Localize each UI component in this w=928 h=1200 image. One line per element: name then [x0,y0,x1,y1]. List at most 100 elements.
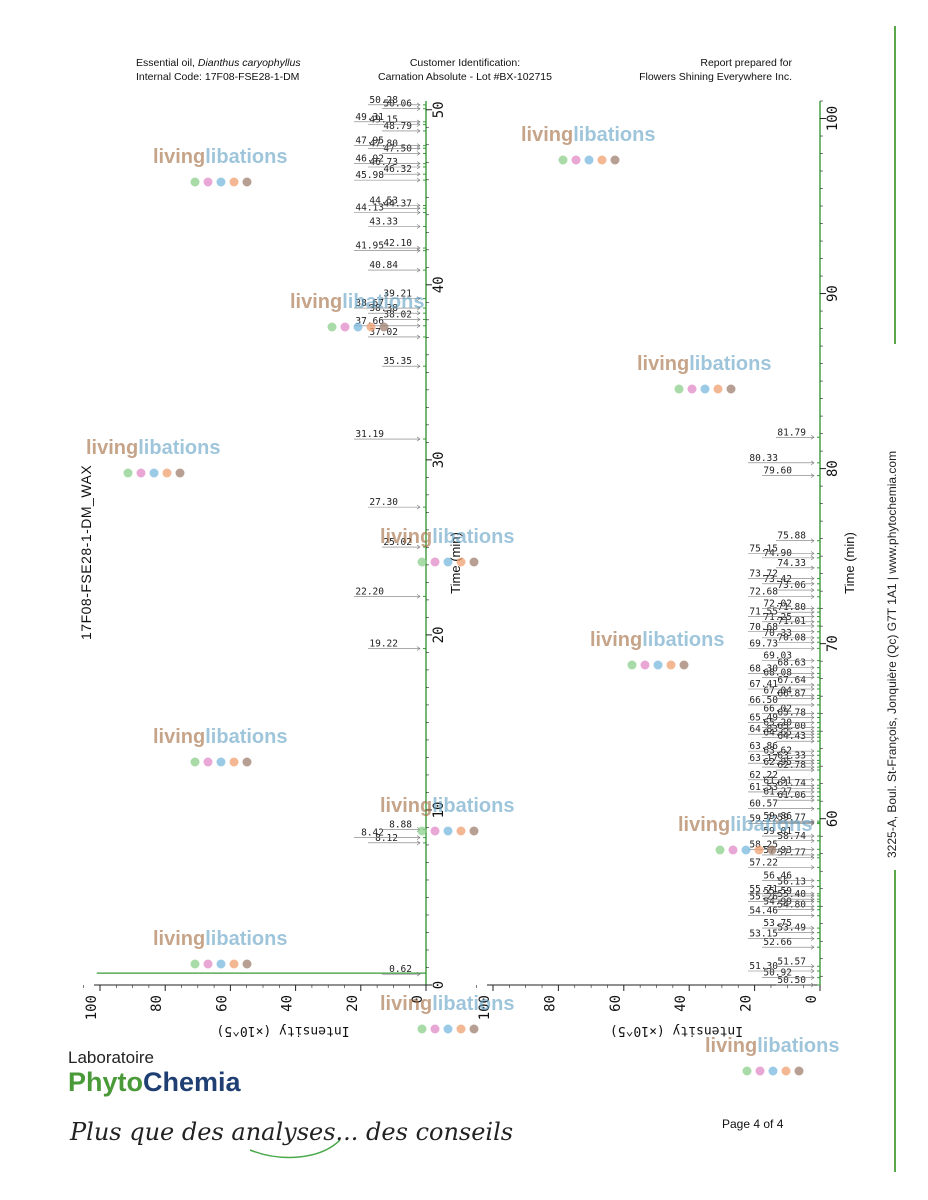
peak-label: 46.73 [369,157,398,168]
watermark-dot-icon [162,468,172,478]
peak-label: 75.15 [749,544,778,555]
time-tick-label: 0 [431,981,447,989]
watermark: livinglibations [290,291,424,332]
watermark-dot-icon [327,322,337,332]
peak-arrow [416,323,421,329]
peak-arrow [810,725,815,730]
peak-label: 51.57 [777,956,806,967]
peak-arrow [810,907,815,912]
watermark-dot-icon [597,155,607,165]
time-tick-label: 60 [825,810,841,827]
peak-label: 66.87 [777,688,806,699]
peak-arrow [810,576,815,581]
watermark-part-b: libations [138,437,220,459]
time-tick-label: 30 [431,451,447,468]
time-tick-label: 40 [431,276,447,293]
peak-label: 38.38 [369,303,398,314]
peak-arrow [416,106,421,111]
peak-arrow [810,686,815,692]
peak-label: 43.33 [369,217,398,228]
peak-label: 63.17 [749,753,778,764]
watermark-part-a: living [153,726,205,748]
peak-label: 67.64 [777,675,806,686]
time-tick-label: 10 [431,802,447,819]
peak-arrow [810,944,815,950]
watermark-dot-icon [136,468,146,478]
peak-arrow [416,310,421,316]
peak-arrow [810,930,815,935]
peak-arrow [810,646,815,651]
peak-arrow [810,555,815,561]
watermark-dot-icon [794,1066,804,1076]
peak-label: 68.63 [777,658,806,669]
watermark-dot-icon [726,384,736,394]
watermark-part-a: living [86,437,138,459]
peak-label: 50.50 [777,975,806,986]
intensity-tick-label: 60 [608,995,624,1012]
peak-label: 45.98 [355,170,384,181]
watermark-dot-icon [203,959,213,969]
watermark-dot-icon [443,557,453,567]
peak-arrow [416,646,421,651]
tagline-swirl-icon [249,1139,341,1159]
peak-label: 47.80 [369,138,398,149]
peak-arrow [810,635,815,641]
peak-label: 54.46 [749,906,778,917]
watermark-part-b: libations [432,993,514,1015]
watermark-text: livinglibations [590,629,724,651]
chart-panel-2: 0 20 40 60 80 100 Intensity (×10⌃5) 60 70 80 90 100… [476,100,857,1038]
peak-arrow [810,852,815,858]
peak-arrow [810,702,815,708]
peak-label: 72.68 [749,587,778,598]
peak-arrow [416,317,421,322]
watermark-text: livinglibations [153,726,287,748]
peak-label: 47.95 [355,136,384,147]
watermark-dot-icon [754,845,764,855]
peak-arrow [810,904,815,909]
watermark-dot-icon [229,959,239,969]
watermark-dot-icon [123,468,133,478]
watermark-part-b: libations [642,629,724,651]
watermark-dot-icon [443,1024,453,1034]
peak-label: 68.30 [749,663,778,674]
watermark-dot-icon [469,557,479,567]
watermark-text: livinglibations [705,1035,839,1057]
peak-label: 53.75 [763,918,792,929]
peak-label: 62.95 [763,757,792,768]
peak-arrow [416,296,421,301]
intensity-axis-label: Intensity (×10⌃5) [216,1023,349,1038]
time-tick-label: 20 [431,626,447,643]
peak-label: 50.28 [369,95,398,106]
peak-arrow [810,893,815,899]
watermark-dot-icon [216,757,226,767]
watermark-part-a: living [153,146,205,168]
peak-arrow [810,671,815,676]
watermark-dot-icon [216,959,226,969]
peak-label: 50.06 [383,99,412,110]
watermark: livinglibations [678,814,812,855]
watermark-dot-icon [768,1066,778,1076]
watermark: livinglibations [153,928,287,969]
species-name: Dianthus caryophyllus [197,57,301,69]
logo-brand-b: Chemia [143,1067,241,1097]
peak-arrow [810,658,815,663]
peak-label: 55.40 [777,889,806,900]
peak-arrow [810,982,815,988]
peak-label: 73.06 [777,580,806,591]
peak-arrow [810,693,815,698]
intensity-tick-label: 20 [345,995,361,1012]
watermark-dot-icon [430,826,440,836]
peak-label: 62.22 [749,770,778,781]
peak-label: 50.92 [763,968,792,979]
watermark-part-a: living [153,928,205,950]
peak-label: 59.77 [777,813,806,824]
intensity-tick-label: 20 [739,995,755,1012]
peak-label: 79.60 [763,466,792,477]
watermark-dot-icon [741,845,751,855]
watermark-text: livinglibations [380,795,514,817]
peak-arrow [810,682,815,688]
report-title: Report prepared for [700,57,792,69]
peak-label: 37.02 [369,327,398,338]
peak-arrow [810,715,815,720]
